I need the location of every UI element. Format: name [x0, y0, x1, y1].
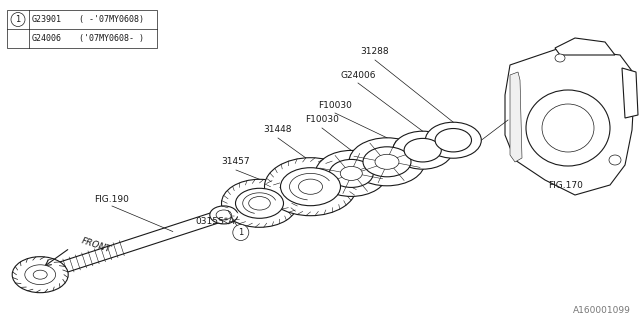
Text: A160001099: A160001099 [573, 306, 630, 315]
Polygon shape [505, 48, 635, 195]
Ellipse shape [264, 158, 356, 216]
Text: 31288: 31288 [361, 47, 389, 57]
Ellipse shape [210, 206, 238, 224]
Text: F10030: F10030 [318, 100, 352, 109]
Ellipse shape [555, 54, 565, 62]
Text: G23901: G23901 [32, 15, 62, 24]
Text: ( -'07MY0608): ( -'07MY0608) [79, 15, 144, 24]
Text: G24006: G24006 [32, 34, 62, 43]
Polygon shape [510, 72, 522, 162]
Ellipse shape [609, 155, 621, 165]
Ellipse shape [221, 179, 298, 227]
Text: F10030: F10030 [305, 116, 339, 124]
Text: 0315S*A: 0315S*A [195, 218, 235, 227]
Text: 31448: 31448 [264, 125, 292, 134]
Text: FRONT: FRONT [80, 236, 112, 254]
Ellipse shape [25, 265, 56, 284]
Ellipse shape [33, 270, 47, 279]
Text: 31457: 31457 [221, 157, 250, 166]
Ellipse shape [363, 147, 411, 177]
Ellipse shape [236, 188, 284, 218]
Text: FIG.190: FIG.190 [95, 196, 129, 204]
Circle shape [11, 12, 25, 27]
Ellipse shape [249, 196, 270, 210]
Ellipse shape [435, 129, 472, 152]
Ellipse shape [316, 150, 387, 196]
Text: ('07MY0608- ): ('07MY0608- ) [79, 34, 144, 43]
Ellipse shape [12, 257, 68, 293]
Ellipse shape [426, 122, 481, 158]
Ellipse shape [393, 131, 452, 169]
Ellipse shape [280, 168, 340, 206]
Polygon shape [622, 68, 638, 118]
Text: 1: 1 [238, 228, 243, 237]
Circle shape [233, 225, 249, 241]
Ellipse shape [340, 166, 362, 180]
Ellipse shape [542, 104, 594, 152]
Text: G24006: G24006 [340, 70, 376, 79]
Ellipse shape [330, 159, 373, 188]
Ellipse shape [349, 138, 425, 186]
Ellipse shape [216, 210, 232, 220]
Text: 1: 1 [15, 15, 20, 24]
Ellipse shape [298, 179, 323, 194]
Ellipse shape [404, 138, 442, 162]
Text: FIG.170: FIG.170 [548, 180, 584, 189]
Polygon shape [555, 38, 615, 55]
Ellipse shape [375, 154, 399, 169]
Bar [7, 10, 157, 48]
Ellipse shape [526, 90, 610, 166]
